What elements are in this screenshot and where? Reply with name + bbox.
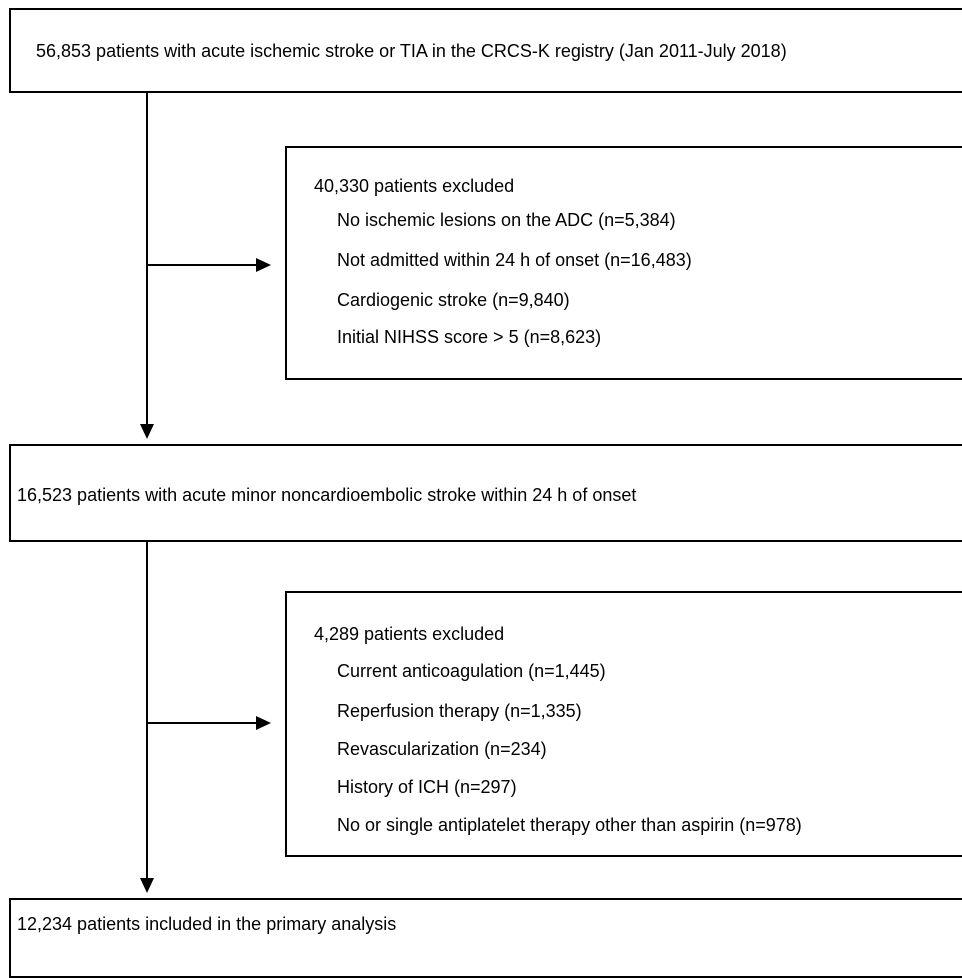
- middle-box: 16,523 patients with acute minor noncard…: [9, 444, 962, 542]
- exclusion-2-item: No or single antiplatelet therapy other …: [337, 815, 802, 835]
- arrowhead-middle-to-bottom: [140, 878, 154, 893]
- exclusion-1-item: No ischemic lesions on the ADC (n=5,384): [337, 210, 676, 230]
- exclusion-2-header: 4,289 patients excluded: [314, 624, 505, 644]
- bottom-box: 12,234 patients included in the primary …: [9, 898, 962, 978]
- exclusion-box-2: 4,289 patients excluded Current anticoag…: [285, 591, 962, 857]
- middle-box-text: 16,523 patients with acute minor noncard…: [17, 485, 637, 505]
- exclusion-2-item: Revascularization (n=234): [337, 739, 547, 759]
- top-box: 56,853 patients with acute ischemic stro…: [9, 8, 962, 93]
- exclusion-2-item: History of ICH (n=297): [337, 777, 517, 797]
- exclusion-1-item: Not admitted within 24 h of onset (n=16,…: [337, 250, 692, 270]
- exclusion-1-header: 40,330 patients excluded: [314, 176, 515, 196]
- arrowhead-to-exclusion-2: [256, 716, 271, 730]
- exclusion-1-item: Cardiogenic stroke (n=9,840): [337, 290, 570, 310]
- exclusion-1-item: Initial NIHSS score > 5 (n=8,623): [337, 327, 602, 347]
- exclusion-box-1: 40,330 patients excluded No ischemic les…: [285, 146, 962, 380]
- top-box-text: 56,853 patients with acute ischemic stro…: [36, 41, 787, 61]
- exclusion-2-item: Reperfusion therapy (n=1,335): [337, 701, 582, 721]
- arrowhead-to-exclusion-1: [256, 258, 271, 272]
- arrowhead-top-to-middle: [140, 424, 154, 439]
- bottom-box-text: 12,234 patients included in the primary …: [17, 914, 397, 934]
- exclusion-2-item: Current anticoagulation (n=1,445): [337, 661, 606, 681]
